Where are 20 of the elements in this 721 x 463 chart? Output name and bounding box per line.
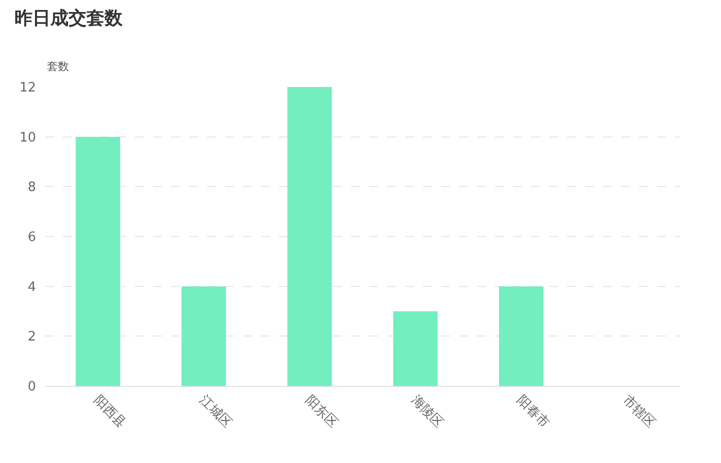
x-tick-label: 阳春市 [514,392,552,432]
y-tick-label: 4 [28,280,36,295]
bar [76,136,120,386]
bar [287,87,332,386]
x-tick-label: 市辖区 [620,392,658,432]
y-tick-label: 2 [28,330,36,345]
x-tick-label: 阳西县 [90,392,129,432]
x-tick-label: 阳东区 [302,392,340,432]
bar [393,311,438,386]
chart-title: 昨日成交套数 [14,8,124,30]
bar [182,286,226,386]
bar [499,286,544,386]
x-tick-label: 江城区 [196,392,235,432]
y-tick-label: 10 [19,130,36,146]
y-tick-label: 0 [28,380,36,395]
y-tick-label: 12 [19,80,36,96]
y-tick-label: 6 [28,230,36,246]
y-tick-label: 8 [28,180,36,196]
x-tick-label: 海陵区 [408,392,446,432]
y-axis-title: 套数 [47,60,69,73]
